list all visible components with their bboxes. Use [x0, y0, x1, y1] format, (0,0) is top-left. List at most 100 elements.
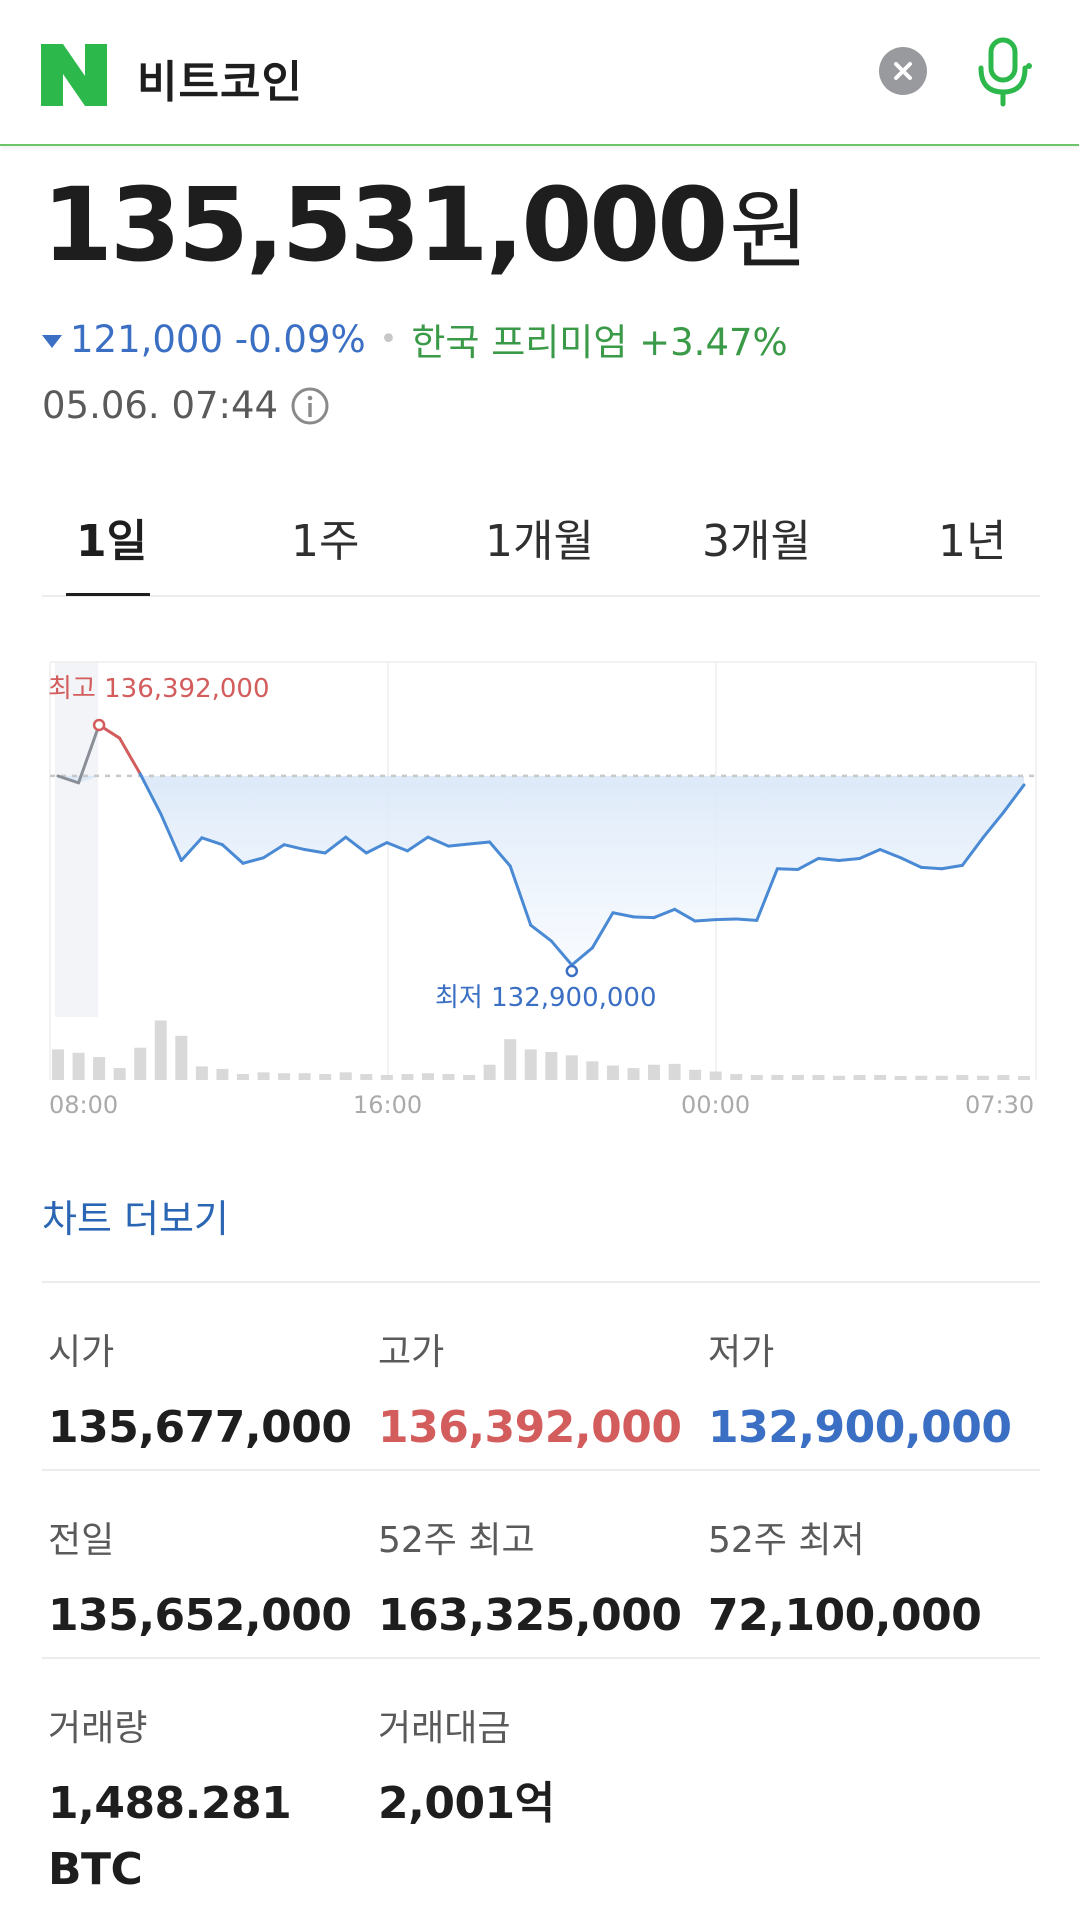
stat-value: 1,488.281 BTC [48, 1771, 292, 1903]
price-line-segment [282, 843, 307, 852]
price-line-segment [796, 856, 820, 871]
tab-3months[interactable]: 3개월 [702, 516, 811, 567]
volume-bar [52, 1049, 64, 1080]
price-line-segment [467, 840, 492, 846]
volume-bar [915, 1075, 928, 1080]
stat-52w-low: 52주 최저 72,100,000 [708, 1511, 982, 1649]
highlight-band [55, 662, 98, 1017]
current-price: 135,531,000원 [42, 172, 808, 279]
price-line-segment [364, 841, 389, 855]
volume-bar [668, 1063, 681, 1080]
naver-logo[interactable] [41, 44, 107, 106]
volume-bar [380, 1074, 393, 1080]
volume-bar [154, 1020, 167, 1080]
stat-label: 52주 최고 [378, 1520, 535, 1561]
info-icon[interactable] [290, 386, 330, 426]
stat-value: 136,392,000 [378, 1402, 682, 1453]
price-line-segment [775, 867, 800, 871]
price-line-segment [138, 772, 163, 816]
price-line-segment [837, 856, 862, 863]
price-line-segment [118, 736, 142, 776]
volume-bar [606, 1065, 619, 1080]
stats-row: 시가 135,677,000 고가 136,392,000 저가 132,900… [42, 1281, 1040, 1469]
price-line-segment [303, 848, 327, 855]
clear-search-button[interactable] [879, 47, 927, 95]
volume-bar [791, 1074, 804, 1080]
volume-bar [401, 1074, 414, 1080]
volume-bar [894, 1076, 907, 1080]
search-query[interactable]: 비트코인 [137, 57, 303, 108]
volume-bar [442, 1074, 455, 1080]
volume-bar [236, 1074, 249, 1080]
price-line-segment [1001, 783, 1026, 814]
price-line-segment [56, 774, 81, 785]
timestamp: 05.06. 07:44 [42, 384, 279, 427]
stats-row: 전일 135,652,000 52주 최고 163,325,000 52주 최저… [42, 1469, 1040, 1657]
stat-prev-close: 전일 135,652,000 [48, 1511, 352, 1649]
price-line-segment [200, 836, 224, 847]
volume-bar [627, 1068, 640, 1080]
korea-premium: 한국 프리미엄 +3.47% [411, 321, 788, 364]
stat-value: 135,652,000 [48, 1590, 352, 1641]
high-label: 최고 136,392,000 [48, 674, 270, 704]
price-line-segment [405, 835, 430, 853]
volume-bar [976, 1075, 989, 1080]
price-line-segment [878, 848, 903, 860]
stats-row: 거래량 1,488.281 BTC 거래대금 2,001억 [42, 1657, 1040, 1895]
x-tick-label: 16:00 [353, 1091, 422, 1119]
microphone-icon[interactable] [973, 36, 1033, 108]
volume-bar [463, 1074, 476, 1080]
stat-value-unit: BTC [48, 1844, 143, 1895]
stat-label: 시가 [48, 1332, 115, 1373]
low-label: 최저 132,900,000 [435, 983, 657, 1013]
volume-bar [853, 1074, 866, 1080]
price-line-segment [344, 835, 368, 855]
more-chart-link[interactable]: 차트 더보기 [42, 1197, 229, 1241]
tab-1month[interactable]: 1개월 [485, 516, 594, 567]
below-prev-area [58, 775, 1024, 965]
timestamp-row: 05.06. 07:44 [42, 384, 330, 427]
volume-bar [1018, 1076, 1030, 1080]
high-marker [92, 718, 106, 732]
volume-bar [216, 1068, 229, 1080]
price-line-segment [262, 843, 286, 860]
price-line-segment [488, 840, 512, 868]
stat-label: 거래대금 [378, 1708, 511, 1749]
search-header: 비트코인 [0, 0, 1079, 146]
down-arrow-icon [42, 334, 62, 348]
price-line-segment [899, 856, 923, 869]
volume-bar [339, 1072, 352, 1080]
volume-bar [935, 1075, 948, 1080]
low-marker [565, 964, 579, 978]
tab-1week[interactable]: 1주 [291, 516, 360, 567]
price-line-segment [323, 835, 348, 855]
close-icon [894, 62, 912, 80]
volume-bar [709, 1071, 722, 1080]
volume-bar [483, 1064, 496, 1080]
tab-1day[interactable]: 1일 [76, 516, 148, 567]
stat-open: 시가 135,677,000 [48, 1323, 352, 1461]
price-line-segment [447, 842, 471, 848]
volume-bar [874, 1074, 887, 1080]
price-line-segment [220, 843, 245, 865]
price-chart[interactable]: 최고 136,392,000 최저 132,900,000 08:00 16:0… [0, 640, 1079, 1130]
price-line-segment [652, 907, 677, 920]
price-line-segment [734, 917, 759, 922]
volume-bar [750, 1074, 763, 1080]
price-line-segment [919, 865, 944, 871]
price-line-segment [159, 812, 183, 863]
price-line-segment [426, 835, 451, 848]
x-tick-label: 08:00 [49, 1091, 118, 1119]
volume-bar [195, 1066, 208, 1080]
price-line-segment [611, 911, 635, 919]
price-line-segment [508, 864, 533, 927]
volume-bar [504, 1039, 517, 1080]
price-line-segment [755, 867, 779, 922]
tab-1year[interactable]: 1년 [938, 516, 1007, 567]
stat-value: 72,100,000 [708, 1590, 982, 1641]
price-line-segment [590, 911, 615, 950]
stat-label: 거래량 [48, 1708, 148, 1749]
stat-label: 저가 [708, 1332, 775, 1373]
volume-bar [689, 1069, 702, 1080]
price-line-segment [631, 915, 656, 920]
